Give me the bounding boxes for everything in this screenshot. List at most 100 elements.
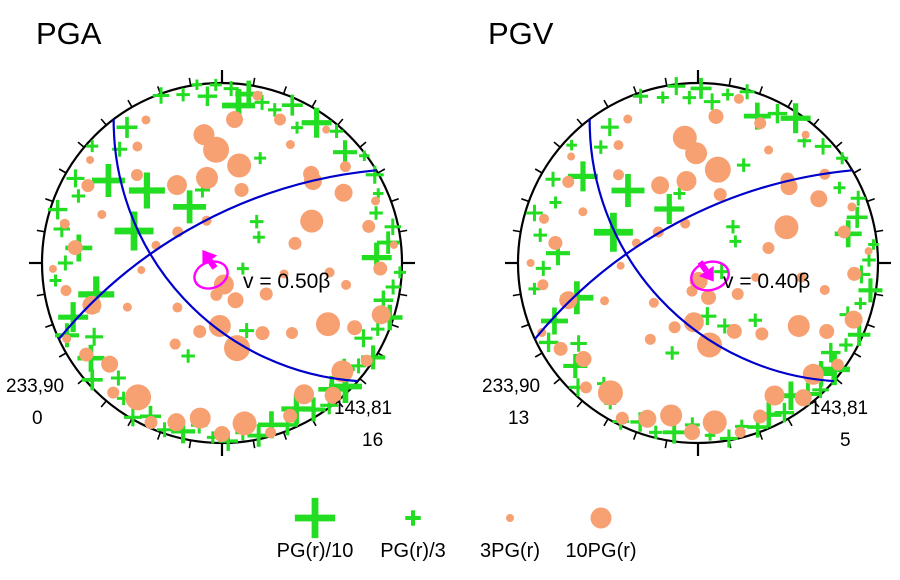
azimuth-tick <box>156 431 162 440</box>
station-marker-circle <box>362 219 376 233</box>
station-marker-circle <box>796 272 807 283</box>
station-marker-cross <box>328 369 362 403</box>
station-marker-cross <box>86 140 99 153</box>
rupture-arrow-head <box>698 265 714 282</box>
station-marker-circle <box>615 411 629 425</box>
station-marker-cross <box>351 358 367 374</box>
azimuth-tick <box>664 440 668 449</box>
station-marker-cross <box>736 158 751 172</box>
station-marker-cross <box>854 297 867 310</box>
station-marker-circle <box>169 338 181 350</box>
station-marker-cross <box>157 422 173 438</box>
nodal-plane-arc <box>112 119 358 383</box>
station-marker-circle <box>704 156 731 183</box>
station-marker-cross <box>369 206 383 220</box>
station-marker-cross <box>329 124 344 138</box>
azimuth-tick <box>853 352 862 358</box>
station-marker-cross <box>301 397 326 422</box>
station-marker-circle <box>685 142 708 165</box>
azimuth-tick <box>512 229 521 233</box>
station-marker-circle <box>764 145 774 155</box>
station-marker-cross <box>735 419 749 434</box>
station-marker-cross <box>114 211 154 251</box>
station-marker-cross <box>633 88 649 104</box>
station-marker-cross <box>385 279 401 295</box>
station-marker-circle <box>801 130 810 139</box>
station-marker-cross <box>566 139 577 151</box>
station-marker-circle <box>259 287 273 301</box>
legend-symbol-circle-3 <box>590 507 612 529</box>
station-marker-cross <box>729 235 742 248</box>
station-marker-cross <box>276 414 298 436</box>
station-marker-cross <box>173 190 207 224</box>
azimuth-tick <box>632 86 638 95</box>
nodal-plane-2-rake-pgv: 5 <box>840 430 851 451</box>
station-marker-cross <box>593 212 633 252</box>
azimuth-tick <box>875 293 884 297</box>
station-marker-circle <box>676 171 697 192</box>
station-marker-cross <box>370 322 385 336</box>
legend-label-3: 10PG(r) <box>565 540 636 562</box>
station-marker-cross <box>365 165 384 184</box>
azimuth-tick <box>866 197 875 203</box>
station-marker-circle <box>167 175 187 196</box>
station-marker-circle <box>285 140 295 150</box>
station-marker-circle <box>762 242 775 255</box>
station-marker-cross <box>116 391 131 406</box>
station-marker-circle <box>122 302 132 312</box>
station-marker-cross <box>568 378 587 397</box>
station-marker-cross <box>747 416 769 438</box>
station-marker-cross <box>739 84 755 100</box>
azimuth-tick <box>853 168 862 174</box>
station-marker-cross <box>563 353 588 378</box>
station-marker-circle <box>819 284 830 295</box>
station-marker-circle <box>553 341 568 356</box>
station-marker-circle <box>686 285 698 297</box>
station-marker-circle <box>234 182 249 197</box>
station-marker-cross <box>81 369 103 391</box>
station-marker-cross <box>254 94 270 110</box>
station-marker-circle <box>341 279 352 290</box>
station-marker-circle <box>214 426 230 442</box>
station-marker-circle <box>802 363 824 385</box>
nodal-plane-arc <box>534 169 853 340</box>
azimuth-ticks-pgv <box>505 70 891 456</box>
azimuth-tick <box>337 118 344 126</box>
azimuth-tick <box>758 431 764 440</box>
station-marker-circle <box>575 351 592 368</box>
azimuth-tick <box>359 141 367 148</box>
station-marker-cross <box>545 171 561 187</box>
station-marker-circle <box>97 209 107 219</box>
azimuth-tick <box>311 99 317 108</box>
station-marker-cross <box>222 88 256 122</box>
station-marker-cross <box>538 332 559 353</box>
station-marker-cross <box>847 323 871 346</box>
station-marker-cross <box>858 278 883 303</box>
station-marker-cross <box>703 93 721 110</box>
legend-label-2: 3PG(r) <box>480 540 540 562</box>
station-marker-circle <box>59 218 70 229</box>
azimuth-tick <box>390 197 399 203</box>
station-marker-cross <box>682 90 697 105</box>
station-marker-circle <box>562 175 575 188</box>
azimuth-tick <box>758 86 764 95</box>
station-marker-cross <box>690 77 712 99</box>
station-marker-circle <box>226 111 244 129</box>
station-marker-cross <box>839 338 853 352</box>
station-marker-circle <box>130 168 143 181</box>
legend-symbol-cross-1 <box>405 510 421 526</box>
station-marker-cross <box>333 140 358 165</box>
station-marker-circle <box>702 410 727 435</box>
station-marker-cross <box>755 401 782 428</box>
station-marker-circle <box>638 409 657 428</box>
station-marker-circle <box>847 266 862 281</box>
station-marker-circle <box>864 247 873 256</box>
station-marker-cross <box>833 181 846 194</box>
station-marker-circle <box>81 179 95 193</box>
station-marker-cross <box>197 86 218 106</box>
station-marker-circle <box>613 169 625 181</box>
station-marker-circle <box>623 114 633 124</box>
station-marker-circle <box>60 285 72 297</box>
station-marker-cross <box>247 424 270 447</box>
focal-sphere-outline-pga <box>40 81 404 445</box>
